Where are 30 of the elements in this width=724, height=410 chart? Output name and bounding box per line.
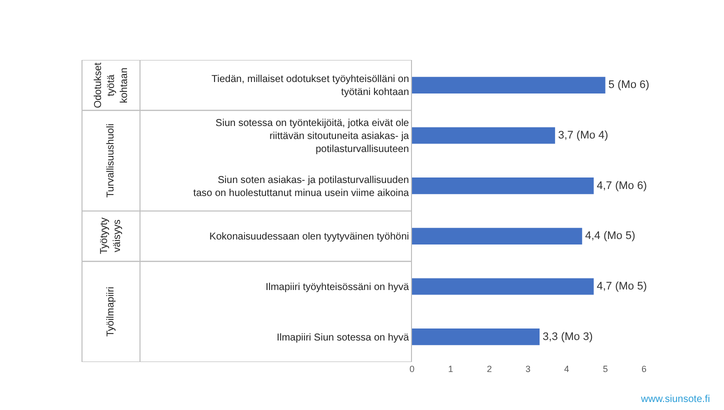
data-label: 4,7 (Mo 6) (596, 180, 647, 192)
data-label: 4,7 (Mo 5) (596, 280, 647, 293)
y-tick-label: Ilmapiiri työyhteisössäni on hyvä (266, 282, 410, 293)
x-tick-label: 5 (602, 364, 608, 374)
x-tick-label: 3 (525, 364, 531, 374)
data-label: 4,4 (Mo 5) (585, 230, 636, 242)
x-tick-label: 0 (409, 364, 415, 374)
text: www.siunsote.fi (640, 394, 710, 405)
y-tick-label: Siun sotessa on työntekijöitä, jotka eivät ole riittävän sitoutuneita asiakas- ja potilasturvallisuuteen (216, 118, 410, 155)
x-tick-label: 2 (486, 364, 492, 374)
y-tick-label: Kokonaisuudessaan olen tyytyväinen työhöni (209, 232, 409, 243)
bar (412, 228, 582, 244)
text: Työtyytyväisyys (98, 217, 123, 254)
x-tick-label: 1 (448, 364, 454, 374)
y-tick-label: Siun soten asiakas- ja potilasturvallisuuden taso on huolestuttanut minua usein viime aikoina (193, 174, 410, 199)
bar (412, 127, 556, 144)
text: Työilmapiiri (105, 286, 116, 337)
data-label: 3,7 (Mo 4) (558, 130, 608, 142)
x-tick-label: 4 (564, 364, 570, 374)
bar (412, 178, 594, 194)
bar (412, 278, 594, 295)
data-label: 5 (Mo 6) (608, 79, 650, 92)
data-label: 3,3 (Mo 3) (542, 330, 593, 343)
y-tick-label: Ilmapiiri Siun sotessa on hyvä (276, 332, 410, 344)
bar (412, 328, 540, 346)
bar (412, 76, 606, 94)
y-tick-label: Tiedän, millaiset odotukset työyhteisölläni on työtäni kohtaan (211, 74, 409, 98)
text: Turvallisuushuoli (105, 124, 116, 198)
x-tick-label: 6 (641, 364, 647, 374)
text: Odotukset työtä kohtaan (92, 62, 130, 108)
